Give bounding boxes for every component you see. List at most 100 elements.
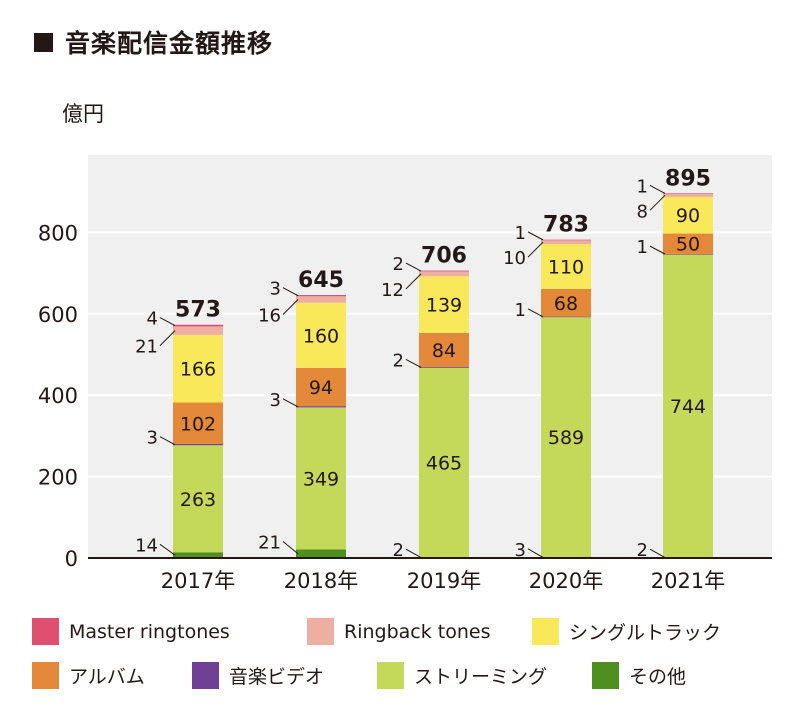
bar-segment-Master ringtones-2019年 [419,270,469,272]
legend-item-シングルトラック: シングルトラック [532,618,721,645]
total-label-2017年: 573 [175,298,221,323]
legend-label: 音楽ビデオ [229,666,325,688]
data-label-シングルトラック-2020年: 110 [548,257,584,279]
callout-label-Master ringtones-2018年: 3 [270,279,281,300]
callout-label-Ringback tones-2020年: 10 [503,248,526,269]
data-label-シングルトラック-2021年: 90 [676,205,700,227]
x-tick-label-2019年: 2019年 [407,569,481,593]
data-label-アルバム-2021年: 50 [676,234,700,256]
y-tick-label-200: 200 [38,466,78,490]
bar-segment-ストリーミング-2019年 [419,367,469,558]
legend-label: Master ringtones [69,620,230,643]
chart-header: 音楽配信金額推移 [34,22,273,62]
bar-segment-Master ringtones-2020年 [541,239,591,241]
bar-segment-アルバム-2021年 [663,233,713,254]
chart-title: 音楽配信金額推移 [65,29,274,58]
data-label-アルバム-2018年: 94 [309,377,333,399]
callout-label-Ringback tones-2019年-leader [405,273,422,290]
callout-label-その他-2020年: 3 [515,540,526,561]
bar-segment-その他-2017年 [173,552,223,558]
bar-segment-ストリーミング-2020年 [541,317,591,557]
callout-label-Ringback tones-2020年-leader [527,241,544,258]
callout-label-音楽ビデオ-2018年: 3 [270,390,281,411]
bar-segment-シングルトラック-2020年 [541,244,591,289]
bar-segment-ストリーミング-2021年 [663,254,713,558]
legend-swatch [32,662,59,689]
callout-label-その他-2020年-leader [527,548,544,558]
callout-label-音楽ビデオ-2019年: 2 [393,350,404,371]
legend-swatch [32,618,59,645]
bar-segment-Master ringtones-2018年 [296,295,346,297]
legend-label: シングルトラック [569,622,722,644]
y-tick-label-600: 600 [38,303,78,327]
x-tick-label-2021年: 2021年 [651,569,725,593]
total-label-2019年: 706 [421,244,467,269]
legend-item-Ringback tones: Ringback tones [307,618,490,645]
callout-label-Master ringtones-2020年-leader [527,231,544,241]
callout-label-Master ringtones-2021年: 1 [637,176,648,197]
callout-label-Ringback tones-2021年: 8 [637,201,648,222]
total-label-2018年: 645 [298,268,344,293]
bar-segment-Ringback tones-2021年 [663,193,713,197]
callout-label-音楽ビデオ-2017年: 3 [147,428,158,449]
legend-item-その他: その他 [592,662,686,689]
callout-label-その他-2021年-leader [649,548,666,559]
x-tick-label-2018年: 2018年 [284,569,358,593]
bar-segment-Master ringtones-2017年 [173,324,223,327]
callout-label-Ringback tones-2018年-leader [282,299,299,315]
callout-label-Master ringtones-2019年: 2 [393,254,404,275]
x-tick-label-2017年: 2017年 [161,569,235,593]
bar-segment-Ringback tones-2017年 [173,326,223,335]
bar-segment-音楽ビデオ-2020年 [541,316,591,318]
bar-segment-音楽ビデオ-2019年 [419,367,469,368]
y-tick-label-0: 0 [65,547,78,571]
y-axis-unit: 億円 [62,102,104,126]
title-square-icon [34,32,53,52]
bar-segment-音楽ビデオ-2017年 [173,444,223,446]
data-label-アルバム-2020年: 68 [554,293,578,315]
legend-item-アルバム: アルバム [32,662,145,689]
callout-label-その他-2017年: 14 [135,535,158,556]
bar-segment-シングルトラック-2021年 [663,196,713,234]
legend-swatch [592,662,619,689]
callout-label-Master ringtones-2018年-leader [282,287,299,297]
bar-segment-アルバム-2018年 [296,367,346,407]
total-label-2020年: 783 [543,213,589,238]
callout-label-音楽ビデオ-2020年-leader [527,308,544,318]
callout-label-音楽ビデオ-2020年: 1 [515,300,526,321]
data-label-ストリーミング-2020年: 589 [548,427,584,449]
callout-label-Master ringtones-2021年-leader [649,185,666,194]
callout-label-その他-2018年: 21 [258,532,281,553]
legend-label: ストリーミング [414,666,548,688]
bar-segment-Master ringtones-2021年 [663,193,713,194]
callout-label-Master ringtones-2017年-leader [159,317,176,327]
x-tick-label-2020年: 2020年 [529,569,603,593]
data-label-ストリーミング-2017年: 263 [180,489,216,511]
callout-label-音楽ビデオ-2021年-leader [649,245,666,255]
legend-label: その他 [629,666,687,688]
legend-label: アルバム [69,666,145,688]
legend-swatch [377,662,404,689]
callout-label-その他-2017年-leader [159,543,176,556]
callout-label-その他-2019年: 2 [393,540,404,561]
data-label-ストリーミング-2018年: 349 [303,468,339,490]
bar-segment-シングルトラック-2019年 [419,276,469,333]
legend-item-Master ringtones: Master ringtones [32,618,230,645]
callout-label-音楽ビデオ-2017年-leader [159,436,176,446]
bar-segment-アルバム-2020年 [541,288,591,317]
bar-segment-Ringback tones-2018年 [296,296,346,303]
data-label-アルバム-2017年: 102 [180,413,216,435]
callout-label-Ringback tones-2021年-leader [649,194,666,211]
bar-segment-シングルトラック-2018年 [296,302,346,368]
data-label-ストリーミング-2021年: 744 [670,396,706,418]
data-label-シングルトラック-2017年: 166 [180,359,216,381]
bar-segment-ストリーミング-2018年 [296,407,346,550]
bar-segment-アルバム-2017年 [173,402,223,445]
callout-label-その他-2021年: 2 [637,540,648,561]
callout-label-音楽ビデオ-2019年-leader [405,359,422,368]
callout-label-音楽ビデオ-2018年-leader [282,398,299,408]
bar-segment-音楽ビデオ-2018年 [296,406,346,408]
callout-label-Master ringtones-2017年: 4 [147,309,158,330]
y-tick-label-800: 800 [38,221,78,245]
